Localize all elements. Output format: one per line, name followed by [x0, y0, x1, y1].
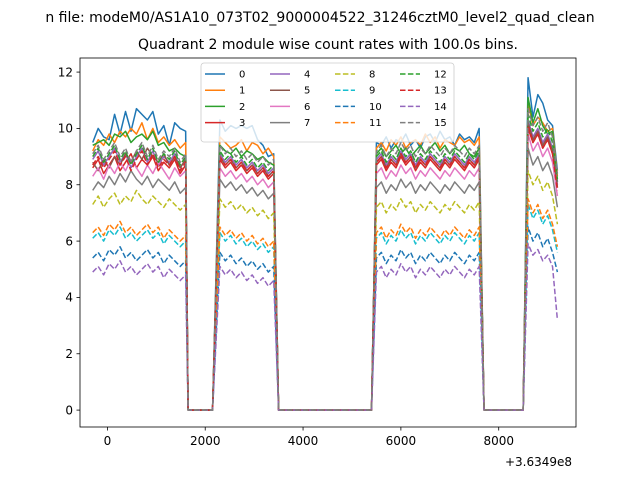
- y-tick-label: 0: [65, 403, 73, 417]
- x-tick-label: 0: [104, 434, 112, 448]
- plot-area: [92, 76, 559, 411]
- series-line-12: [92, 113, 559, 411]
- legend-label-15: 15: [434, 118, 447, 129]
- series-line-11: [92, 198, 559, 411]
- y-tick-label: 4: [65, 291, 73, 305]
- legend-label-1: 1: [239, 86, 245, 97]
- legend-label-3: 3: [239, 118, 245, 129]
- figure-suptitle: n file: modeM0/AS1A10_073T02_9000004522_…: [45, 10, 594, 26]
- x-tick-label: 4000: [288, 434, 319, 448]
- y-tick-label: 8: [65, 178, 73, 192]
- y-tick-label: 6: [65, 234, 73, 248]
- legend-label-10: 10: [369, 102, 382, 113]
- y-tick-label: 2: [65, 347, 73, 361]
- y-tick-label: 12: [58, 65, 73, 79]
- axes-frame: [79, 57, 577, 428]
- legend-label-12: 12: [434, 70, 447, 81]
- legend-label-13: 13: [434, 86, 447, 97]
- x-offset-label: +3.6349e8: [505, 455, 572, 469]
- series-line-15: [92, 107, 559, 411]
- legend-label-8: 8: [369, 70, 375, 81]
- legend-label-9: 9: [369, 86, 375, 97]
- series-line-14: [92, 243, 559, 411]
- legend-label-5: 5: [304, 86, 310, 97]
- x-tick-label: 6000: [386, 434, 417, 448]
- legend-label-6: 6: [304, 102, 310, 113]
- legend-label-14: 14: [434, 102, 447, 113]
- legend-label-11: 11: [369, 118, 382, 129]
- legend-label-0: 0: [239, 70, 245, 81]
- y-tick-label: 10: [58, 122, 73, 136]
- legend-label-2: 2: [239, 102, 245, 113]
- chart-title: Quadrant 2 module wise count rates with …: [138, 37, 518, 53]
- legend-label-4: 4: [304, 70, 310, 81]
- legend-label-7: 7: [304, 118, 310, 129]
- x-tick-label: 2000: [190, 434, 221, 448]
- x-tick-label: 8000: [483, 434, 514, 448]
- legend-box: [200, 62, 455, 143]
